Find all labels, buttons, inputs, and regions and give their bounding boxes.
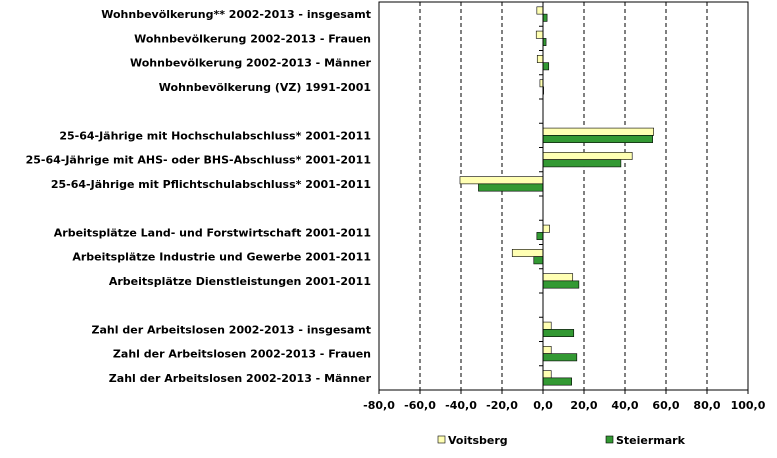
category-label: 25-64-Jährige mit Pflichtschulabschluss*… bbox=[51, 178, 371, 191]
x-tick-label: 80,0 bbox=[693, 399, 720, 412]
bar-steiermark bbox=[542, 13, 548, 22]
gridlines bbox=[419, 2, 708, 390]
category-label: Wohnbevölkerung 2002-2013 - Frauen bbox=[134, 32, 371, 45]
x-tick-label: 40,0 bbox=[611, 399, 638, 412]
bar-steiermark bbox=[542, 62, 550, 71]
x-tick-labels: -80,0 -60,0 -40,0 -20,0 0,0 20,0 40,0 60,0 80,0 1… bbox=[363, 399, 766, 412]
x-tick-label: 20,0 bbox=[570, 399, 597, 412]
legend-label-steiermark: Steiermark bbox=[616, 434, 686, 447]
bar-voitsberg bbox=[536, 6, 544, 15]
category-labels: Wohnbevölkerung** 2002-2013 - insgesamt W… bbox=[26, 8, 372, 385]
bar-voitsberg bbox=[459, 176, 544, 185]
category-label: Zahl der Arbeitslosen 2002-2013 - insges… bbox=[92, 323, 371, 336]
x-tick-label: 100,0 bbox=[731, 399, 766, 412]
bar-voitsberg bbox=[542, 346, 552, 354]
x-tick-label: -60,0 bbox=[404, 399, 436, 412]
category-label: Arbeitsplätze Land- und Forstwirtschaft … bbox=[54, 226, 371, 239]
legend-swatch-voitsberg bbox=[437, 435, 446, 444]
bar-steiermark bbox=[533, 256, 544, 265]
category-label: 25-64-Jährige mit AHS- oder BHS-Abschlus… bbox=[26, 154, 371, 167]
legend-swatch-steiermark bbox=[605, 435, 614, 444]
x-tick-label: -40,0 bbox=[445, 399, 477, 412]
bar-steiermark bbox=[542, 353, 578, 362]
category-label: Wohnbevölkerung 2002-2013 - Männer bbox=[130, 57, 372, 70]
x-tick-label: -20,0 bbox=[486, 399, 518, 412]
bar-steiermark bbox=[542, 135, 653, 143]
legend-label-voitsberg: Voitsberg bbox=[448, 434, 508, 447]
category-label: Arbeitsplätze Industrie und Gewerbe 2001… bbox=[72, 251, 371, 264]
x-tick-label: 60,0 bbox=[652, 399, 679, 412]
axes bbox=[378, 1, 749, 394]
bar-voitsberg bbox=[542, 152, 633, 160]
category-label: 25-64-Jährige mit Hochschulabschluss* 20… bbox=[59, 129, 371, 142]
bar-voitsberg bbox=[542, 370, 552, 379]
bar-voitsberg bbox=[542, 273, 574, 282]
bar-steiermark bbox=[542, 159, 622, 168]
bar-voitsberg bbox=[542, 127, 654, 136]
category-label: Wohnbevölkerung** 2002-2013 - insgesamt bbox=[101, 8, 371, 21]
category-label: Zahl der Arbeitslosen 2002-2013 - Frauen bbox=[113, 348, 371, 361]
category-label: Arbeitsplätze Dienstleistungen 2001-2011 bbox=[109, 275, 371, 288]
plot-frame bbox=[378, 1, 749, 391]
legend: Voitsberg Steiermark bbox=[437, 434, 686, 447]
bar-steiermark bbox=[542, 329, 575, 337]
bar-voitsberg bbox=[536, 55, 544, 63]
bar-steiermark bbox=[542, 280, 580, 289]
x-tick-label: 0,0 bbox=[533, 399, 553, 412]
bar-voitsberg bbox=[511, 249, 544, 257]
category-label: Zahl der Arbeitslosen 2002-2013 - Männer bbox=[109, 372, 372, 385]
bar-voitsberg bbox=[542, 321, 552, 330]
bar-voitsberg bbox=[542, 224, 550, 233]
category-label: Wohnbevölkerung (VZ) 1991-2001 bbox=[159, 81, 371, 94]
bar-steiermark bbox=[542, 377, 573, 386]
bar-steiermark bbox=[478, 183, 544, 192]
bars bbox=[459, 6, 654, 386]
bar-steiermark bbox=[536, 232, 544, 240]
x-tick-label: -80,0 bbox=[363, 399, 395, 412]
bar-voitsberg bbox=[535, 30, 544, 39]
